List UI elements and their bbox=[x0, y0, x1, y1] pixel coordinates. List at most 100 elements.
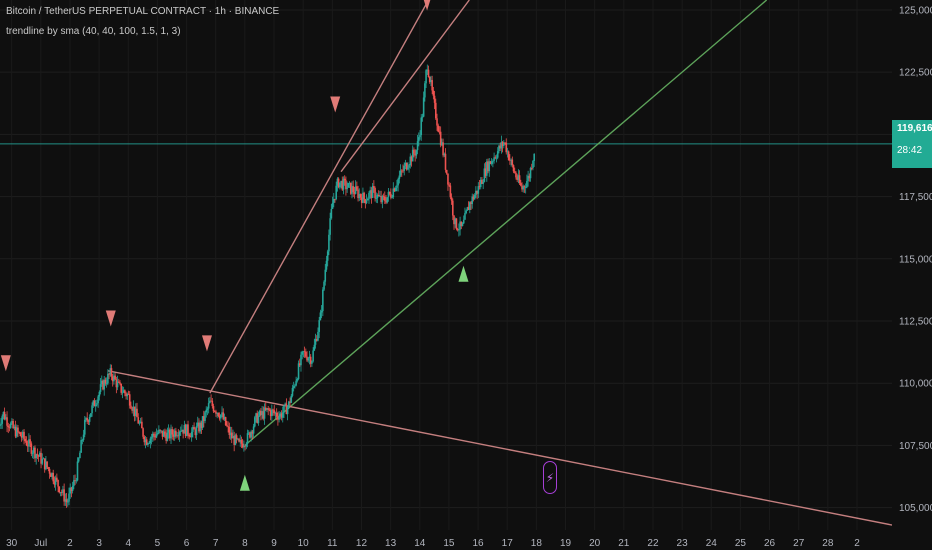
candle-body bbox=[419, 135, 421, 138]
candle-body bbox=[283, 405, 285, 413]
candle-body bbox=[391, 197, 393, 198]
candle-body bbox=[25, 441, 28, 446]
candle-body bbox=[311, 361, 313, 364]
candle-body bbox=[521, 185, 523, 190]
candle-body bbox=[26, 445, 29, 447]
time-axis[interactable]: 30 Jul 2 3 4 5 6 7 8 9 10 11 12 13 14 15 16 17 18 19 20 21 22 2… bbox=[6, 538, 860, 549]
candle-body bbox=[364, 199, 367, 204]
candle-body bbox=[0, 425, 1, 427]
indicator-legend[interactable]: trendline by sma (40, 40, 100, 1.5, 1, 3… bbox=[6, 26, 181, 37]
candle-body bbox=[458, 229, 460, 231]
candle-body bbox=[71, 486, 74, 491]
candle-body bbox=[428, 76, 431, 83]
candle-body bbox=[305, 351, 307, 357]
candle-body bbox=[444, 153, 447, 170]
candle-body bbox=[131, 408, 133, 411]
grid bbox=[0, 0, 892, 530]
candle-body bbox=[173, 430, 176, 437]
candle-body bbox=[510, 159, 512, 161]
candle-body bbox=[102, 380, 104, 390]
candle-body bbox=[343, 178, 346, 181]
candle-body bbox=[232, 435, 234, 439]
trendline-resistance-rising-1 bbox=[209, 0, 430, 394]
candle-body bbox=[388, 191, 391, 194]
candle-body bbox=[172, 434, 175, 437]
candle-body bbox=[86, 418, 89, 421]
candle-body bbox=[13, 426, 16, 429]
candle-body bbox=[247, 432, 250, 434]
candle-body bbox=[30, 443, 33, 454]
candle-body bbox=[184, 424, 187, 437]
candle-body bbox=[54, 477, 57, 485]
time-tick-label: 17 bbox=[502, 538, 514, 549]
lightning-icon[interactable]: ⚡ bbox=[543, 461, 557, 494]
candle-body bbox=[133, 406, 136, 416]
candle-body bbox=[284, 403, 286, 406]
candle-body bbox=[17, 427, 19, 433]
candle-body bbox=[255, 413, 257, 418]
candle-body bbox=[404, 163, 407, 166]
price-axis[interactable]: 105,000.0 107,500.0 110,000.0 112,500.0 115,… bbox=[892, 0, 932, 550]
candle-body bbox=[204, 412, 206, 421]
candle-body bbox=[179, 431, 182, 433]
candle-body bbox=[318, 320, 320, 332]
candle-body bbox=[349, 182, 352, 194]
candle-body bbox=[320, 311, 323, 313]
candle-body bbox=[192, 426, 194, 432]
candle-body bbox=[138, 422, 141, 424]
candle-body bbox=[8, 426, 11, 428]
candle-body bbox=[400, 170, 403, 172]
candle-body bbox=[313, 344, 316, 351]
candle-body bbox=[177, 435, 180, 437]
candle-body bbox=[416, 141, 419, 151]
candle-body bbox=[272, 409, 274, 411]
trendline-resistance-descending bbox=[107, 370, 893, 526]
candle-body bbox=[167, 429, 170, 433]
candle-body bbox=[433, 95, 436, 103]
candle-body bbox=[455, 218, 458, 230]
candle-body bbox=[323, 281, 325, 290]
candle-body bbox=[91, 405, 93, 414]
candle-body bbox=[357, 189, 359, 199]
candle-body bbox=[139, 421, 142, 423]
candle-body bbox=[194, 429, 197, 436]
candle-body bbox=[100, 380, 103, 385]
price-tick-label: 115,000.0 bbox=[899, 254, 932, 265]
time-tick-label: 12 bbox=[356, 538, 368, 549]
candle-body bbox=[467, 207, 470, 210]
candle-body bbox=[507, 151, 510, 161]
candle-body bbox=[164, 431, 166, 435]
sell-marker bbox=[0, 355, 11, 372]
candle-body bbox=[41, 458, 44, 464]
candle-body bbox=[230, 432, 233, 439]
candle-body bbox=[465, 210, 467, 214]
candle-body bbox=[31, 452, 34, 454]
candle-body bbox=[390, 193, 392, 198]
candle-body bbox=[93, 400, 96, 407]
candle-body bbox=[96, 403, 98, 405]
candle-body bbox=[427, 69, 430, 77]
time-tick-label: 27 bbox=[793, 538, 805, 549]
candle-body bbox=[250, 431, 252, 438]
candle-body bbox=[523, 186, 526, 188]
candle-body bbox=[445, 169, 448, 174]
candle-body bbox=[195, 426, 198, 436]
time-tick-label: 10 bbox=[298, 538, 310, 549]
candle-body bbox=[92, 400, 95, 406]
candle-body bbox=[529, 167, 532, 179]
candle-body bbox=[220, 414, 222, 419]
candle-body bbox=[360, 197, 363, 203]
candle-body bbox=[410, 156, 413, 162]
candle-body bbox=[399, 170, 402, 176]
candle-body bbox=[477, 186, 480, 194]
candle-body bbox=[136, 408, 138, 418]
candle-body bbox=[407, 167, 409, 170]
candle-body bbox=[379, 195, 381, 197]
candle-body bbox=[169, 429, 171, 439]
candle-body bbox=[116, 381, 119, 388]
candle-body bbox=[137, 417, 140, 424]
candle-body bbox=[132, 406, 135, 411]
time-tick-label: 24 bbox=[706, 538, 718, 549]
candle-body bbox=[260, 410, 262, 416]
